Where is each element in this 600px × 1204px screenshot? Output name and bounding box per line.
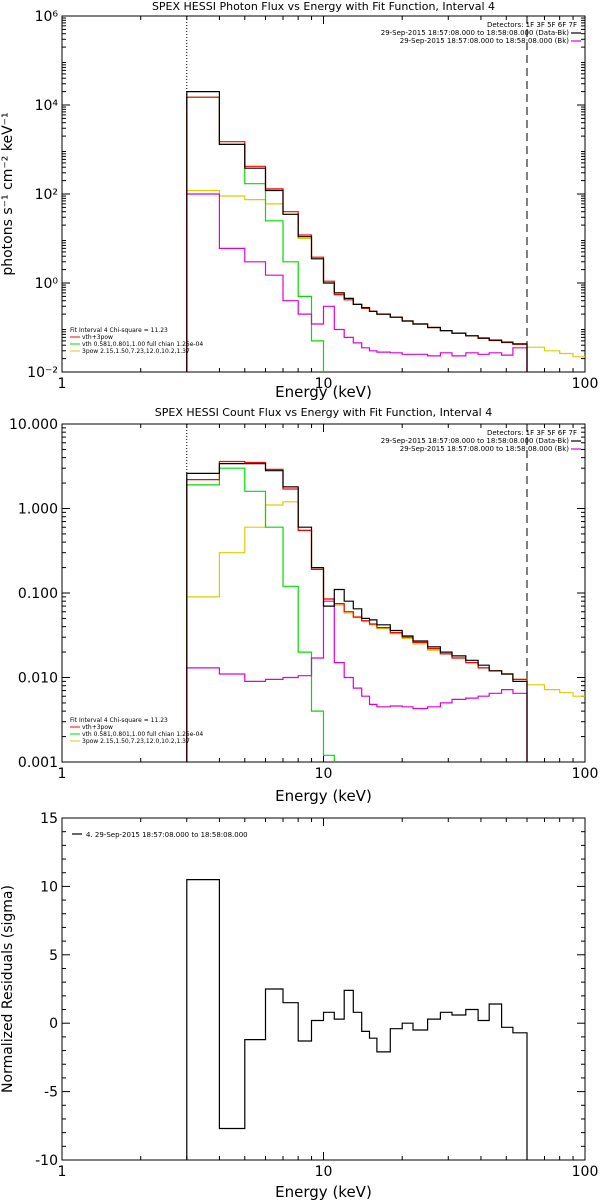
legend-entry-bk: 29-Sep-2015 18:57:08.000 to 18:58:08.000… bbox=[400, 37, 570, 45]
series-line-data-bk bbox=[186, 91, 528, 372]
y-tick-label: -5 bbox=[44, 1085, 58, 1101]
x-tick-label: 1 bbox=[58, 1164, 67, 1180]
legend-entry: vth 0.581,0.801,1.00 full chian 1.25e-04 bbox=[82, 731, 203, 738]
x-axis-label: Energy (keV) bbox=[275, 787, 372, 805]
y-tick-label: 0.010 bbox=[18, 671, 58, 687]
y-tick-label: 10⁴ bbox=[35, 98, 59, 114]
legend-residuals: 4. 29-Sep-2015 18:57:08.000 to 18:58:08.… bbox=[72, 831, 248, 839]
series-line-interval-4 bbox=[186, 879, 528, 1160]
y-tick-label: 0.001 bbox=[18, 755, 58, 771]
series-line-bk bbox=[186, 193, 528, 372]
legend-fit-title: Fit Interval 4 Chi-square = 11.23 bbox=[70, 327, 168, 334]
legend-entry-bk: 29-Sep-2015 18:57:08.000 to 18:58:08.000… bbox=[400, 445, 570, 453]
chart-panel-1: SPEX HESSI Photon Flux vs Energy with Fi… bbox=[0, 0, 598, 401]
x-tick-label: 1 bbox=[58, 376, 67, 392]
chart-panel-2: SPEX HESSI Count Flux vs Energy with Fit… bbox=[9, 406, 598, 805]
y-tick-label: 15 bbox=[40, 811, 58, 827]
legend-entry: 4. 29-Sep-2015 18:57:08.000 to 18:58:08.… bbox=[86, 831, 248, 839]
chart-panel-3: 1 10 100 Energy (keV) -10 -5 0 5 10 15 Normalized … bbox=[0, 811, 599, 1201]
y-tick-label: 0 bbox=[49, 1016, 58, 1032]
series-line-vth-3pow bbox=[186, 460, 528, 762]
x-tick-label: 100 bbox=[572, 376, 599, 392]
y-tick-label: 10 bbox=[40, 879, 58, 895]
legend-entry: 3pow 2.15,1.50,7.23,12.0,10.2,1.37 bbox=[82, 738, 190, 745]
legend-entry: vth+3pow bbox=[82, 334, 113, 341]
legend-detectors: Detectors: 1F 3F 5F 6F 7F bbox=[487, 429, 577, 437]
y-tick-label: 0.100 bbox=[18, 586, 58, 602]
legend-entry: vth+3pow bbox=[82, 724, 113, 731]
x-axis-label: Energy (keV) bbox=[275, 1183, 372, 1200]
y-axis-label: photons s⁻¹ cm⁻² keV⁻¹ bbox=[0, 112, 16, 275]
x-tick-label: 10 bbox=[315, 766, 333, 782]
legend-bottom-left: Fit Interval 4 Chi-square = 11.23vth+3po… bbox=[70, 327, 203, 355]
x-tick-label: 100 bbox=[572, 766, 599, 782]
x-tick-label: 10 bbox=[315, 1164, 333, 1180]
chart-title: SPEX HESSI Photon Flux vs Energy with Fi… bbox=[152, 0, 495, 13]
x-tick-label: 100 bbox=[572, 1164, 599, 1180]
legend-entry: 3pow 2.15,1.50,7.23,12.0,10.2,1.37 bbox=[82, 348, 190, 355]
x-tick-label: 10 bbox=[315, 376, 333, 392]
y-tick-label: -10 bbox=[35, 1153, 58, 1169]
legend-entry-data-bk: 29-Sep-2015 18:57:08.000 to 18:58:08.000… bbox=[381, 437, 570, 445]
y-tick-label: 10² bbox=[35, 187, 58, 203]
series-line-data-bk bbox=[186, 463, 528, 762]
y-axis-label: Normalized Residuals (sigma) bbox=[0, 885, 16, 1093]
legend-entry-data-bk: 29-Sep-2015 18:57:08.000 to 18:58:08.000… bbox=[381, 29, 570, 37]
series-line-bk bbox=[186, 600, 528, 762]
legend-bottom-left: Fit Interval 4 Chi-square = 11.23vth+3po… bbox=[70, 717, 203, 745]
series-line-3pow bbox=[186, 501, 585, 762]
axes-frame bbox=[61, 817, 586, 1161]
x-tick-label: 1 bbox=[58, 766, 67, 782]
series-line-vth-3pow bbox=[186, 96, 528, 372]
y-tick-label: 5 bbox=[49, 948, 58, 964]
legend-detectors: Detectors: 1F 3F 5F 6F 7F bbox=[487, 21, 577, 29]
chart-title: SPEX HESSI Count Flux vs Energy with Fit… bbox=[155, 406, 492, 419]
y-tick-label: 10⁰ bbox=[35, 276, 59, 292]
series-line-vth bbox=[186, 467, 335, 762]
y-tick-label: 10⁻² bbox=[27, 365, 58, 381]
legend-fit-title: Fit Interval 4 Chi-square = 11.23 bbox=[70, 717, 168, 724]
y-tick-label: 10⁶ bbox=[35, 9, 59, 25]
legend-entry: vth 0.581,0.801,1.00 full chian 1.25e-04 bbox=[82, 341, 203, 348]
y-tick-label: 1.000 bbox=[18, 502, 58, 518]
y-tick-label: 10.000 bbox=[9, 417, 58, 433]
x-axis-label: Energy (keV) bbox=[275, 383, 372, 401]
